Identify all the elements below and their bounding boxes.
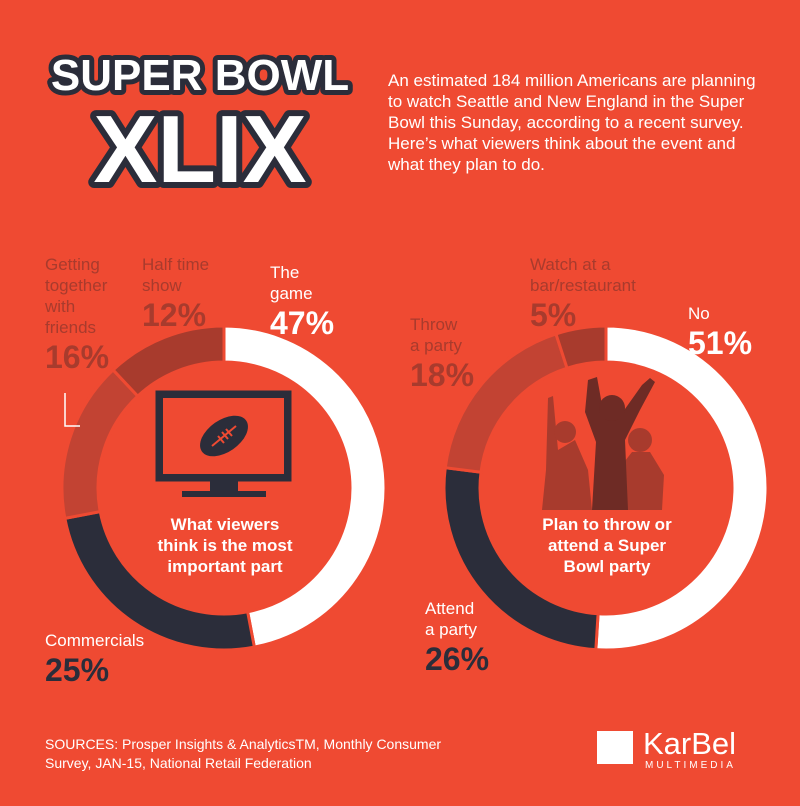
logo-subtitle: MULTIMEDIA (645, 760, 736, 771)
label-throw-party-name: Throw a party (410, 315, 462, 355)
intro-paragraph: An estimated 184 million Americans are p… (388, 71, 756, 174)
karbel-logo: KarBel MULTIMEDIA (597, 727, 767, 772)
donut-chart-party-plans (442, 324, 770, 652)
title-line2: XLIX (93, 96, 306, 190)
label-commercials-name: Commercials (45, 631, 145, 650)
label-attend-party-pct: 26% (425, 641, 490, 677)
label-no: No 51% (688, 303, 752, 362)
label-the-game-pct: 47% (270, 305, 335, 341)
label-bar-restaurant: Watch at a bar/restaurant 5% (530, 254, 636, 334)
label-half-time-pct: 12% (142, 297, 207, 333)
label-half-time-name: Half time show (142, 255, 210, 295)
label-attend-party: Attend a party 26% (425, 598, 489, 678)
football-icon (200, 415, 248, 457)
label-bar-restaurant-pct: 5% (530, 297, 577, 333)
donut-slice-half-time-show (110, 324, 226, 399)
label-no-pct: 51% (688, 325, 753, 361)
label-attend-party-name: Attend a party (425, 599, 477, 639)
label-commercials: Commercials 25% (45, 630, 144, 689)
label-commercials-pct: 25% (45, 652, 110, 688)
label-half-time: Half time show 12% (142, 254, 209, 334)
donut-slice-getting-together-with-friends (60, 367, 140, 521)
label-friends-name: Getting together with friends (45, 255, 108, 337)
label-no-name: No (688, 304, 710, 323)
donut-slice-watch-at-a-bar-restaurant (554, 324, 608, 371)
donut-chart-important-part (60, 324, 388, 652)
label-friends-pct: 16% (45, 339, 110, 375)
label-the-game-name: The game (270, 263, 313, 303)
sources-note: SOURCES: Prosper Insights & AnalyticsTM,… (45, 736, 442, 771)
super-bowl-title: SUPER BOWL XLIX (40, 40, 360, 209)
label-bar-restaurant-name: Watch at a bar/restaurant (530, 255, 636, 295)
label-throw-party: Throw a party 18% (410, 314, 474, 394)
logo-name: KarBel (643, 726, 737, 761)
logo-square-icon (597, 731, 633, 764)
label-the-game: The game 47% (270, 262, 334, 342)
title-line1: SUPER BOWL (51, 51, 349, 100)
friends-connector-line (64, 393, 80, 427)
chart2-center-title: Plan to throw or attend a Super Bowl par… (542, 515, 672, 576)
label-friends: Getting together with friends 16% (45, 254, 109, 376)
title-graphic: SUPER BOWL XLIX (46, 46, 354, 209)
donut-slice-the-game (222, 324, 388, 649)
chart1-center-title: What viewers think is the most important… (157, 515, 293, 576)
label-throw-party-pct: 18% (410, 357, 475, 393)
donut-slice-no (594, 324, 770, 652)
party-people-icon (542, 377, 664, 510)
